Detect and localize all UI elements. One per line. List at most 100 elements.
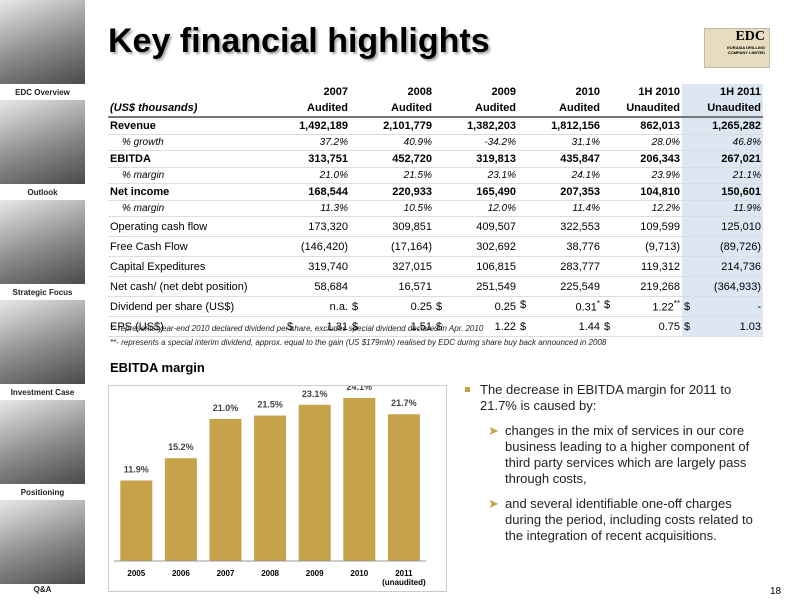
table-cell: 435,847	[518, 150, 602, 168]
table-cell: $1.03	[682, 316, 763, 337]
logo-line: COMPANY LIMITED	[727, 50, 765, 55]
table-cell: 319,813	[434, 150, 518, 168]
currency: $	[520, 299, 527, 312]
cell-value: 0.75	[658, 320, 680, 333]
table-row: EPS (US$) $1.31 $1.51 $1.22 $1.44 $0.75 $1.03	[108, 316, 763, 337]
table-cell: 23.9%	[602, 167, 682, 184]
table-cell: 1,265,282	[682, 117, 763, 135]
currency: $	[287, 320, 294, 333]
row-label: % margin	[108, 200, 285, 217]
value-label: 24.1%	[347, 386, 373, 392]
cell-value: 0.25	[494, 300, 516, 313]
nav-label[interactable]: Q&A	[33, 585, 52, 594]
table-row: % margin 11.3% 10.5% 12.0% 11.4% 12.2% 11.9%	[108, 200, 763, 217]
table-cell: 267,021	[682, 150, 763, 168]
nav-label[interactable]: Outlook	[27, 188, 58, 197]
currency: $	[520, 320, 527, 333]
table-cell: 21.5%	[350, 167, 434, 184]
title: Key financial highlights	[108, 22, 490, 60]
column-header: 2009	[491, 86, 516, 98]
sub-bullet-text: changes in the mix of services in our co…	[505, 423, 750, 486]
sidebar-image	[0, 200, 85, 284]
financial-table: 2007 2008 2009 2010 1H 2010 1H 2011 (US$ thous…	[108, 84, 763, 337]
bullets: The decrease in EBITDA margin for 2011 t…	[465, 382, 765, 544]
nav-label[interactable]: Positioning	[20, 488, 65, 497]
logo-line: EURASIA DRILLING	[727, 45, 765, 50]
column-status: Unaudited	[602, 100, 682, 118]
bullet-text: The decrease in EBITDA margin for 2011 t…	[480, 382, 732, 413]
bar	[164, 458, 197, 561]
column-status: Audited	[285, 100, 350, 118]
table-cell: $1.51	[350, 316, 434, 337]
row-label: Dividend per share (US$)	[108, 296, 285, 317]
table-row: % growth 37.2% 40.9% -34.2% 31.1% 28.0% 46.8%	[108, 134, 763, 151]
value-label: 21.7%	[391, 398, 417, 408]
column-header: 2008	[407, 86, 432, 98]
table-cell: 21.1%	[682, 167, 763, 184]
table-cell: 109,599	[602, 216, 682, 237]
table-cell: 38,776	[518, 236, 602, 257]
arrow-icon: ➤	[488, 496, 499, 511]
table-row: Revenue 1,492,189 2,101,779 1,382,203 1,812,…	[108, 117, 763, 135]
table-cell: 452,720	[350, 150, 434, 168]
nav-label[interactable]: Strategic Focus	[12, 288, 73, 297]
table-cell: 327,015	[350, 256, 434, 277]
table-cell: (364,933)	[682, 276, 763, 297]
table-cell: (89,726)	[682, 236, 763, 257]
table-cell: 24.1%	[518, 167, 602, 184]
chart: 11.9% 15.2% 21.0% 21.5% 23.1% 24.1% 21.7% 2005…	[108, 382, 447, 592]
table-cell: 16,571	[350, 276, 434, 297]
currency: $	[352, 300, 359, 313]
table-cell: 225,549	[518, 276, 602, 297]
sub-bullet-text: and several identifiable one-off charges…	[505, 496, 753, 543]
table-cell: 1,812,156	[518, 117, 602, 135]
table-cell: 28.0%	[602, 134, 682, 151]
unit-label: (US$ thousands)	[108, 100, 285, 118]
table-row: Net cash/ (net debt position) 58,684 16,57…	[108, 276, 763, 297]
currency: $	[352, 320, 359, 333]
page-number: 18	[770, 586, 782, 597]
table-cell: 40.9%	[350, 134, 434, 151]
nav-label[interactable]: EDC Overview	[15, 88, 70, 97]
table-cell: 11.3%	[285, 200, 350, 217]
logo-name: EDC	[735, 29, 765, 44]
value-label: 21.5%	[257, 400, 283, 410]
row-label: EPS (US$)	[108, 316, 285, 337]
column-status: Unaudited	[682, 100, 763, 118]
x-tick-label: 2006	[171, 569, 190, 578]
x-tick-label: 2008	[261, 569, 279, 578]
table-cell: -34.2%	[434, 134, 518, 151]
value-label: 15.2%	[168, 442, 194, 452]
column-header: 2010	[575, 86, 600, 98]
cell-value: 0.25	[410, 300, 432, 313]
table-cell: 313,751	[285, 150, 350, 168]
table-cell: 31.1%	[518, 134, 602, 151]
chart-title: EBITDA margin	[110, 360, 205, 375]
cell-value: 1.31	[326, 320, 348, 333]
table-cell: 58,684	[285, 276, 350, 297]
x-tick-label: 2007	[216, 569, 235, 578]
header-row: 2007 2008 2009 2010 1H 2010 1H 2011	[108, 84, 763, 100]
chart-plot: 11.9% 15.2% 21.0% 21.5% 23.1% 24.1% 21.7%	[114, 382, 427, 562]
column-status: Audited	[518, 100, 602, 118]
table-cell: $1.44	[518, 316, 602, 337]
column-header: 1H 2010	[638, 86, 680, 98]
table-cell: 10.5%	[350, 200, 434, 217]
sub-bullet: ➤ changes in the mix of services in our c…	[465, 423, 765, 487]
nav-label[interactable]: Investment Case	[10, 388, 75, 397]
table-cell: 21.0%	[285, 167, 350, 184]
table-cell: 322,553	[518, 216, 602, 237]
table-cell: $0.31*	[518, 296, 602, 317]
table-cell: 302,692	[434, 236, 518, 257]
header-row: (US$ thousands) Audited Audited Audited Audi…	[108, 100, 763, 118]
table-cell: $0.75	[602, 316, 682, 337]
bullet: The decrease in EBITDA margin for 2011 t…	[465, 382, 765, 414]
table-cell: 46.8%	[682, 134, 763, 151]
sidebar-image	[0, 500, 85, 584]
table-cell: 125,010	[682, 216, 763, 237]
logo: EDC EURASIA DRILLING COMPANY LIMITED	[704, 28, 770, 68]
bar	[343, 398, 376, 561]
table-cell: (146,420)	[285, 236, 350, 257]
currency: $	[684, 320, 691, 333]
table-cell: 219,268	[602, 276, 682, 297]
